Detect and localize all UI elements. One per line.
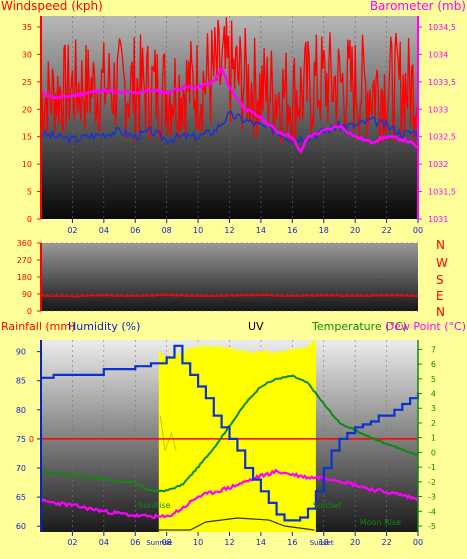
windspeed-tick-label: 20 bbox=[22, 105, 32, 114]
direction-tick-label: 270 bbox=[17, 256, 32, 265]
temperature-tick-label: 7 bbox=[431, 345, 436, 354]
x-tick-label: 02 bbox=[67, 226, 77, 235]
x-tick-label: 16 bbox=[287, 538, 297, 547]
temperature-tick-label: 1 bbox=[431, 434, 436, 443]
windspeed-tick-label: 10 bbox=[22, 160, 32, 169]
barometer-series-line bbox=[40, 66, 419, 154]
temperature-tick-label: 6 bbox=[431, 360, 436, 369]
compass-letter: N bbox=[436, 305, 445, 319]
x-tick-label: 16 bbox=[287, 226, 297, 235]
barometer-tick-label: 1033,5 bbox=[428, 78, 456, 87]
humidity-tick-label: 85 bbox=[16, 377, 26, 386]
windspeed-tick-label: 15 bbox=[22, 133, 32, 142]
windspeed-axis-label: Windspeed (kph) bbox=[1, 0, 103, 13]
windspeed-tick-label: 5 bbox=[27, 188, 32, 197]
x-tick-label: 20 bbox=[350, 226, 360, 235]
direction-tick-label: 0 bbox=[27, 307, 32, 316]
dewpoint-series-line bbox=[40, 468, 419, 520]
direction-tick-label: 90 bbox=[22, 290, 32, 299]
sunset-annotation: SunSet bbox=[313, 501, 341, 510]
temperature-tick-label: 3 bbox=[431, 404, 436, 413]
compass-letter: W bbox=[436, 256, 448, 270]
humidity-tick-label: 65 bbox=[16, 493, 26, 502]
direction-tick-label: 180 bbox=[17, 273, 32, 282]
temperature-tick-label: -4 bbox=[428, 507, 436, 516]
uv-axis-label: UV bbox=[248, 320, 264, 333]
temperature-axis-label: Temperature (°C) bbox=[311, 320, 407, 333]
barometer-tick-label: 1031,5 bbox=[428, 188, 456, 197]
barometer-tick-label: 1033 bbox=[428, 105, 448, 114]
direction-tick-label: 360 bbox=[17, 239, 32, 248]
compass-letter: E bbox=[436, 289, 444, 303]
compass-letter: S bbox=[436, 273, 444, 287]
windspeed-tick-label: 35 bbox=[22, 23, 32, 32]
windspeed-barometer-chart: 02 04 06 08 10 12 14 16 18 20 22 000510152025303510… bbox=[1, 0, 466, 235]
humidity-series-line bbox=[41, 344, 420, 522]
temperature-tick-label: 4 bbox=[431, 390, 436, 399]
dewpoint-axis-label: Dew Point (°C) bbox=[386, 320, 466, 333]
windspeed-tick-label: 25 bbox=[22, 78, 32, 87]
barometer-axis-label: Barometer (mb) bbox=[370, 0, 466, 13]
x-tick-label: 02 bbox=[67, 538, 77, 547]
humidity-tick-label: 70 bbox=[16, 464, 26, 473]
x-tick-label: 04 bbox=[99, 226, 109, 235]
barometer-tick-label: 1032,5 bbox=[428, 133, 456, 142]
moonrise-annotation: Moon Rise bbox=[360, 518, 401, 527]
x-tick-label: 22 bbox=[381, 226, 391, 235]
x-tick-label: 14 bbox=[256, 226, 266, 235]
barometer-tick-label: 1034,5 bbox=[428, 23, 456, 32]
humidity-temperature-chart: 02 04 06 08 10 12 14 16 18 20 22 0060657075808590-5… bbox=[1, 320, 466, 547]
humidity-tick-label: 80 bbox=[16, 406, 26, 415]
sun-elevation-line bbox=[157, 517, 315, 531]
barometer-tick-label: 1031 bbox=[428, 215, 448, 224]
humidity-tick-label: 60 bbox=[16, 522, 26, 531]
temperature-tick-label: 2 bbox=[431, 419, 436, 428]
sunset-x-annotation: Sunset bbox=[310, 539, 334, 547]
temperature-tick-label: -5 bbox=[428, 522, 436, 531]
x-tick-label: 10 bbox=[193, 538, 203, 547]
temperature-tick-label: -3 bbox=[428, 493, 436, 502]
x-tick-label: 14 bbox=[256, 538, 266, 547]
uv-area bbox=[158, 337, 316, 532]
sunrise-annotation: SunRise bbox=[138, 501, 170, 510]
x-tick-label: 00 bbox=[413, 538, 423, 547]
wind-direction-plot-area bbox=[41, 243, 418, 311]
humidity-tick-label: 75 bbox=[16, 435, 26, 444]
temperature-tick-label: 5 bbox=[431, 375, 436, 384]
humidity-axis-label: Humidity (%) bbox=[68, 320, 140, 333]
x-tick-label: 12 bbox=[224, 538, 234, 547]
rainfall-axis-label: Rainfall (mm) bbox=[1, 320, 75, 333]
x-tick-label: 18 bbox=[319, 538, 329, 547]
x-tick-label: 08 bbox=[162, 538, 172, 547]
barometer-tick-label: 1034 bbox=[428, 50, 448, 59]
temperature-tick-label: -2 bbox=[428, 478, 436, 487]
barometer-tick-label: 1032 bbox=[428, 160, 448, 169]
sunrise-x-annotation: Sunrise bbox=[146, 539, 172, 547]
x-tick-label: 04 bbox=[99, 538, 109, 547]
temperature-tick-label: 0 bbox=[431, 448, 436, 457]
compass-letter: N bbox=[436, 238, 445, 252]
humidity-tick-label: 90 bbox=[16, 348, 26, 357]
x-tick-label: 20 bbox=[350, 538, 360, 547]
rainfall-zero-label: 0 bbox=[29, 435, 34, 444]
x-tick-label: 08 bbox=[162, 226, 172, 235]
windspeed-tick-label: 0 bbox=[27, 215, 32, 224]
windspeed-series-line bbox=[40, 17, 419, 145]
x-tick-label: 18 bbox=[319, 226, 329, 235]
x-tick-label: 10 bbox=[193, 226, 203, 235]
average-wind-series-line bbox=[40, 110, 419, 146]
x-tick-label: 00 bbox=[413, 226, 423, 235]
x-tick-label: 06 bbox=[130, 226, 140, 235]
uv-spike-mark bbox=[159, 415, 177, 451]
x-tick-label: 22 bbox=[381, 538, 391, 547]
x-tick-label: 06 bbox=[130, 538, 140, 547]
temperature-tick-label: -1 bbox=[428, 463, 436, 472]
wind-direction-series-line bbox=[40, 293, 419, 298]
windspeed-tick-label: 30 bbox=[22, 50, 32, 59]
x-tick-label: 12 bbox=[224, 226, 234, 235]
